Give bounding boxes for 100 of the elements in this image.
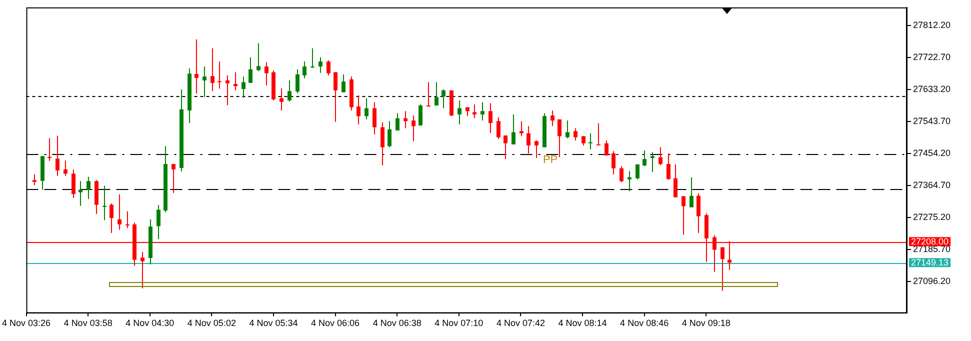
x-tick-label: 4 Nov 04:30 [126, 318, 174, 328]
x-tick-label: 4 Nov 09:18 [682, 318, 730, 328]
candlestick [302, 60, 306, 79]
candlestick [520, 120, 524, 137]
candlestick [194, 38, 198, 94]
candlestick [550, 110, 554, 127]
candlestick [434, 82, 438, 106]
candlestick [242, 76, 246, 98]
y-tick-label: 27185.70 [913, 244, 951, 254]
y-tick-label: 27364.70 [913, 180, 951, 190]
candlestick [256, 42, 260, 72]
candlestick [658, 146, 662, 166]
candlestick [118, 194, 122, 230]
candlestick [264, 62, 268, 86]
candlestick [102, 185, 106, 221]
x-tick-label: 4 Nov 07:42 [496, 318, 545, 328]
candlestick [620, 166, 624, 183]
y-tick-label: 27812.20 [913, 20, 951, 30]
x-tick-label: 4 Nov 05:02 [187, 318, 236, 328]
candlestick [72, 168, 76, 198]
candlestick [512, 114, 516, 145]
candlestick [442, 88, 446, 109]
y-tick-label: 27275.20 [913, 212, 951, 222]
candlestick [472, 104, 476, 119]
candlestick [674, 164, 678, 198]
candlestick [110, 202, 114, 234]
candlestick [534, 140, 538, 158]
candlestick [296, 68, 300, 94]
candlestick [418, 104, 422, 126]
candlestick [558, 118, 562, 158]
candlestick [234, 72, 238, 91]
candlestick [210, 48, 214, 92]
candlestick [86, 176, 90, 200]
candlestick [650, 152, 654, 172]
candlestick [666, 152, 670, 180]
candlestick [56, 135, 60, 176]
candlestick [78, 180, 82, 206]
candlestick [318, 56, 322, 74]
candlestick [458, 100, 462, 125]
candlestick [604, 140, 608, 156]
candlestick [574, 128, 578, 141]
y-tick-label: 27096.20 [913, 276, 951, 286]
candlestick [628, 170, 632, 192]
candlestick [380, 122, 384, 166]
candlestick [720, 246, 724, 292]
candlestick [690, 176, 694, 208]
y-tick-label: 27633.20 [913, 84, 951, 94]
candlestick [280, 88, 284, 111]
candlestick [226, 74, 230, 106]
candlestick [248, 56, 252, 84]
candlestick [288, 80, 292, 102]
candlestick [364, 98, 368, 120]
candlestick [356, 94, 360, 125]
candlestick [64, 160, 68, 176]
candlestick [94, 180, 98, 215]
x-tick-label: 4 Nov 03:26 [2, 318, 51, 328]
candlestick [426, 82, 430, 108]
candlestick [32, 174, 36, 186]
candlestick [342, 74, 346, 93]
candlestick [488, 102, 492, 134]
y-tick-label: 27543.70 [913, 116, 951, 126]
candlestick [526, 126, 530, 154]
candlestick [396, 112, 400, 131]
candlestick [140, 251, 144, 289]
candlestick [326, 60, 330, 76]
annotation: PP [542, 154, 558, 166]
candlestick [496, 116, 500, 140]
x-tick-label: 4 Nov 07:10 [434, 318, 484, 328]
ref-line-label: 27208.00 [911, 236, 949, 247]
x-tick-label: 4 Nov 05:34 [249, 318, 298, 328]
candlestick [582, 136, 586, 146]
candlestick [310, 48, 314, 68]
candlestick [596, 122, 600, 146]
x-tick-label: 4 Nov 06:38 [372, 318, 422, 328]
ref-line-label: 27149.13 [911, 258, 949, 268]
candlestick [372, 102, 376, 135]
candlestick [504, 134, 508, 160]
candlestick [642, 150, 646, 167]
candlestick [334, 72, 338, 122]
candlestick [612, 150, 616, 175]
x-tick-label: 4 Nov 08:14 [558, 318, 607, 328]
candlestick [412, 114, 416, 142]
candlestick [682, 196, 686, 236]
candlestick [218, 60, 222, 90]
candlestick [636, 164, 640, 180]
candlestick [566, 120, 570, 139]
candlestick [480, 102, 484, 121]
x-tick-label: 4 Nov 03:58 [64, 318, 112, 328]
candlestick [48, 138, 52, 162]
candlestick [202, 66, 206, 98]
candlestick [588, 132, 592, 150]
y-tick-label: 27454.20 [913, 148, 951, 158]
x-tick-label: 4 Nov 08:46 [620, 318, 669, 328]
x-tick-label: 4 Nov 06:06 [311, 318, 360, 328]
candlestick [156, 204, 160, 240]
candlestick [388, 120, 392, 148]
candlestick [696, 192, 700, 234]
candlestick [172, 164, 176, 194]
y-tick-label: 27722.70 [913, 52, 951, 62]
candlestick [126, 210, 130, 228]
